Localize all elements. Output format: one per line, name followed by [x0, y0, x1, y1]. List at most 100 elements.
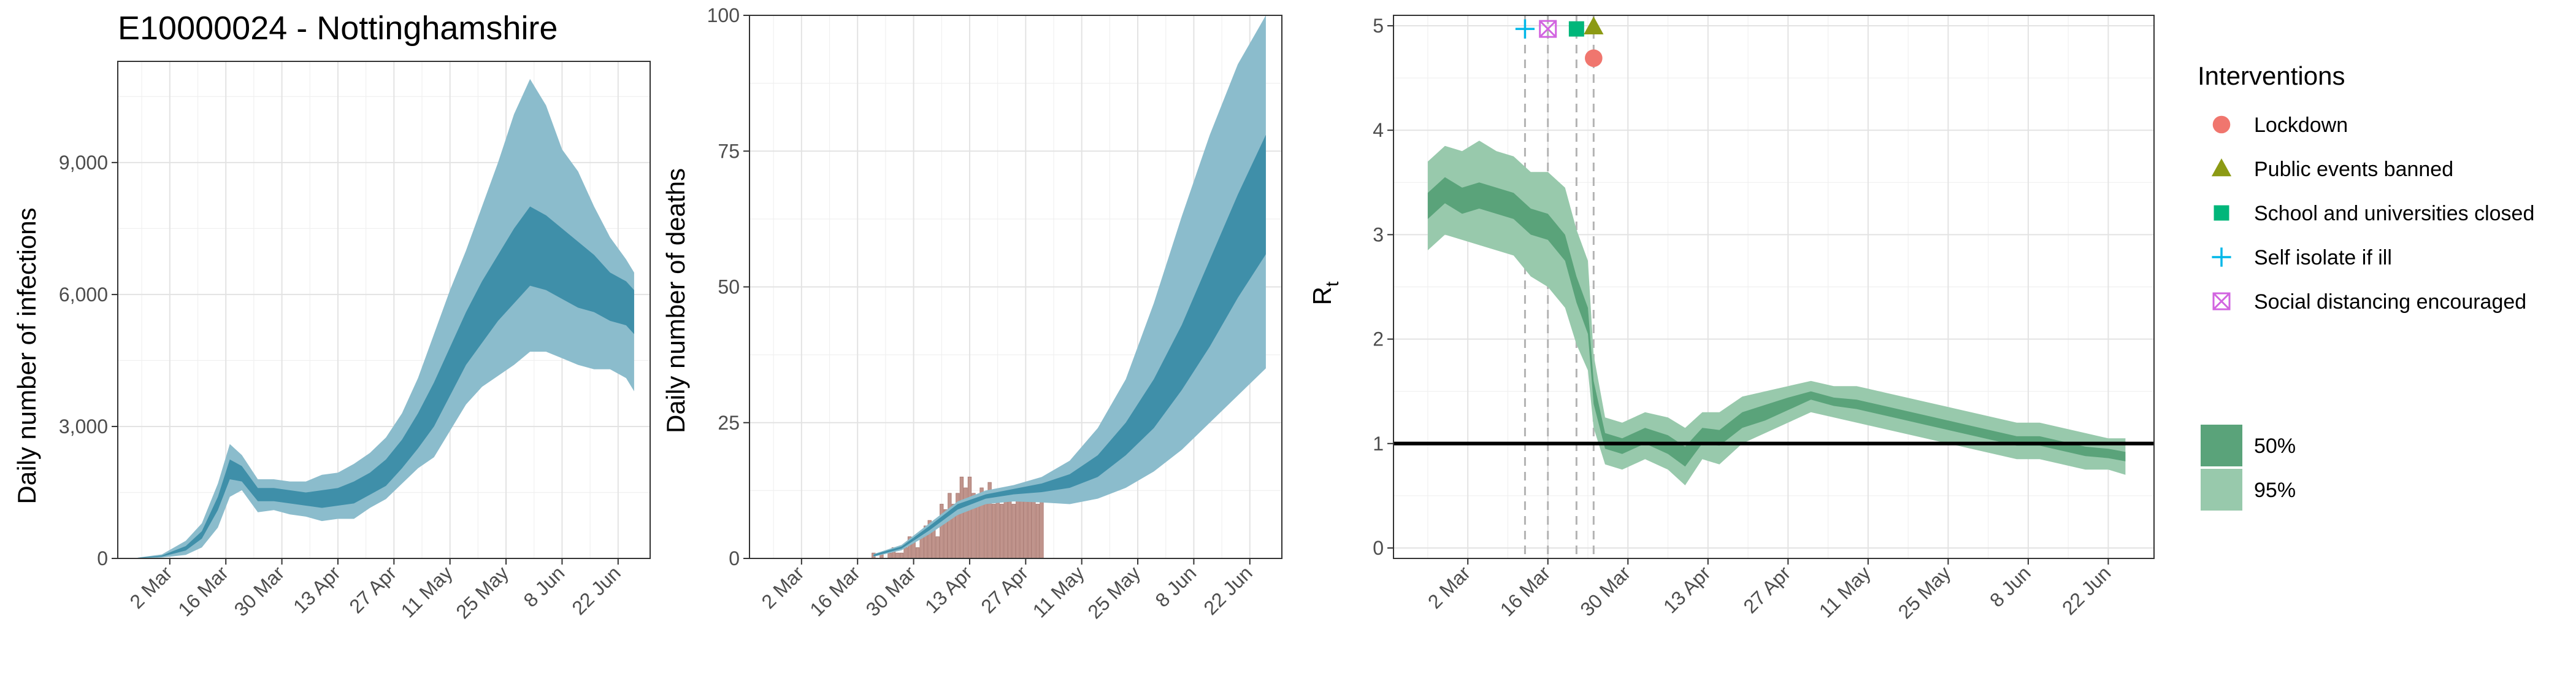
x-tick-label: 25 May [451, 561, 513, 623]
y-tick-label: 25 [718, 412, 740, 434]
death-bar [1035, 504, 1040, 558]
legend-band-label: 95% [2254, 479, 2296, 502]
x-tick-label: 22 Jun [1199, 561, 1256, 619]
x-tick-label: 22 Jun [567, 561, 624, 619]
legend-label: School and universities closed [2254, 202, 2534, 225]
y-tick-label: 0 [97, 547, 108, 569]
legend-item: Public events banned [2211, 158, 2453, 181]
death-bar [1027, 493, 1032, 558]
legend-items: Lockdown Public events banned School and u… [2201, 114, 2534, 511]
plot-content [137, 79, 634, 558]
x-tick-label: 30 Mar [230, 561, 289, 620]
legend-band-swatch [2201, 425, 2242, 466]
x-tick-label: 30 Mar [1576, 561, 1635, 620]
x-tick-label: 2 Mar [125, 561, 177, 613]
legend-item: Social distancing encouraged [2212, 290, 2526, 314]
death-bar [1024, 498, 1028, 558]
y-axis-title-deaths: Daily number of deaths [661, 168, 690, 433]
death-bar [1032, 498, 1036, 558]
x-tick-label: 27 Apr [976, 561, 1032, 617]
y-tick-label: 6,000 [59, 284, 108, 306]
ribbon-50pct [873, 134, 1266, 557]
death-bar [1008, 498, 1012, 558]
legend-key-square-icon [2214, 205, 2229, 221]
death-bar [1040, 498, 1044, 558]
legend-band-swatch [2201, 469, 2242, 511]
x-tick-label: 27 Apr [345, 561, 401, 617]
intervention-marker [1515, 19, 1535, 39]
legend-band-label: 50% [2254, 434, 2296, 458]
x-tick-label: 16 Mar [1496, 561, 1555, 620]
intervention-marker [1584, 16, 1604, 35]
plot-content [1393, 15, 2154, 558]
plot-border [1393, 15, 2155, 559]
x-tick-label: 8 Jun [519, 561, 569, 611]
y-tick-label: 3,000 [59, 415, 108, 438]
legend-key-boxcross-icon [2212, 292, 2231, 311]
x-tick-label: 16 Mar [805, 561, 864, 620]
death-bar [903, 547, 908, 558]
death-bar [923, 525, 928, 558]
y-tick-label: 5 [1373, 15, 1384, 37]
death-bar [887, 552, 892, 558]
y-tick-label: 4 [1373, 119, 1384, 141]
infections-panel: E10000024 - Nottinghamshire Daily number… [12, 10, 651, 623]
ribbon-95pct [1427, 141, 2126, 485]
legend-label: Social distancing encouraged [2254, 290, 2526, 314]
y-tick-label: 2 [1373, 328, 1384, 350]
legend-label: Public events banned [2254, 158, 2453, 181]
panel-title: E10000024 - Nottinghamshire [118, 10, 558, 47]
death-bar [967, 476, 972, 558]
x-tick-label: 11 May [1815, 561, 1875, 622]
legend-item: Lockdown [2212, 114, 2348, 137]
legend-title: Interventions [2198, 61, 2345, 90]
rt-label: R [1308, 287, 1336, 305]
intervention-marker [1585, 49, 1603, 68]
legend-band: 95% [2201, 469, 2296, 511]
x-tick-label: 2 Mar [1424, 561, 1475, 613]
death-bar [1016, 493, 1020, 558]
x-tick-label: 22 Jun [2058, 561, 2115, 619]
death-bar [1003, 498, 1008, 558]
legend-label: Self isolate if ill [2254, 246, 2392, 269]
intervention-marker [1568, 21, 1584, 37]
legend-key-plus-icon [2212, 247, 2231, 267]
plot-border [117, 61, 651, 559]
death-bar [959, 476, 964, 558]
x-tick-label: 11 May [1029, 561, 1089, 622]
death-bar [911, 542, 916, 558]
y-axis-title-infections: Daily number of infections [12, 207, 41, 504]
legend-label: Lockdown [2254, 114, 2348, 137]
legend-band: 50% [2201, 425, 2296, 466]
legend-item: School and universities closed [2214, 202, 2534, 225]
y-tick-label: 1 [1373, 433, 1384, 455]
death-bar [991, 504, 996, 558]
x-tick-label: 13 Apr [1659, 561, 1715, 617]
y-tick-label: 9,000 [59, 152, 108, 174]
x-tick-label: 25 May [1894, 561, 1955, 623]
x-tick-label: 13 Apr [921, 561, 976, 617]
y-tick-label: 0 [1373, 537, 1384, 559]
x-tick-label: 30 Mar [862, 561, 921, 620]
death-bar [995, 498, 1000, 558]
x-tick-label: 25 May [1083, 561, 1144, 623]
y-tick-label: 100 [707, 4, 740, 26]
x-tick-label: 2 Mar [757, 561, 808, 613]
x-tick-label: 13 Apr [289, 561, 345, 617]
death-bar [1011, 504, 1016, 558]
legend: Interventions Lockdown Public events bann… [2198, 61, 2534, 511]
y-tick-label: 50 [718, 276, 740, 298]
x-tick-label: 16 Mar [174, 561, 232, 620]
death-bar [915, 547, 920, 558]
deaths-panel: Daily number of deaths 0 25 50 75 100 2 Mar16… [661, 4, 1282, 623]
ribbon-95pct [137, 79, 634, 558]
x-tick-label: 11 May [397, 561, 457, 622]
rt-panel: Rt 0 1 2 3 4 5 2 Mar 16 Mar 30 Mar 13 Apr 27 Apr 11… [1308, 15, 2155, 623]
y-axis-title-rt: Rt [1308, 281, 1343, 305]
death-bar [948, 493, 952, 558]
x-tick-label: 8 Jun [1985, 561, 2035, 611]
y-tick-label: 75 [718, 140, 740, 162]
death-bar [899, 552, 904, 558]
